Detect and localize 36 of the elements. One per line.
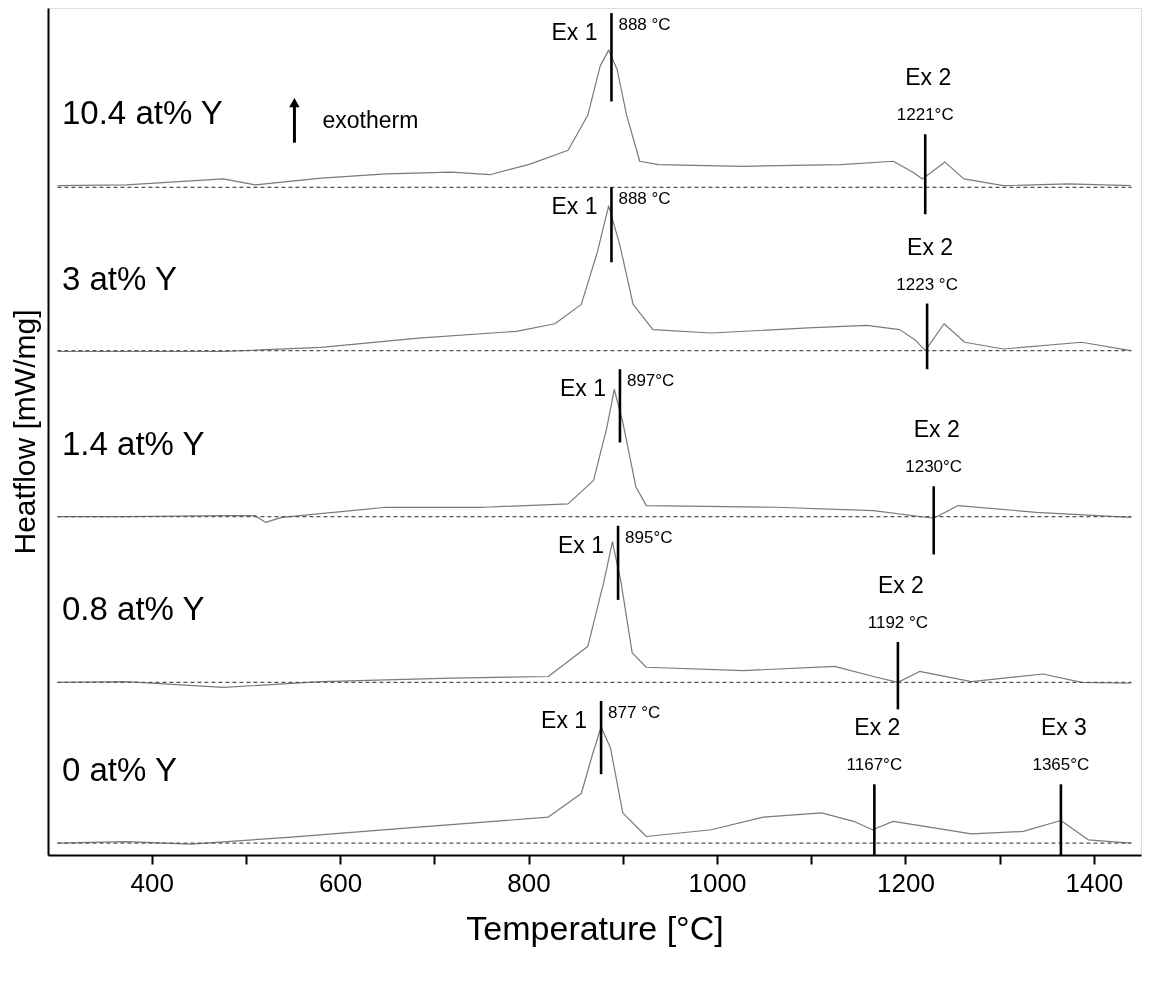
x-tick-label: 600: [318, 867, 363, 898]
annotation: 1192 °C: [867, 612, 929, 632]
annotation: Ex 1: [559, 375, 606, 402]
series-label: 3 at% Y: [62, 259, 177, 297]
series-label: 0.8 at% Y: [62, 590, 205, 628]
annotation: 1167°C: [846, 755, 903, 775]
x-tick-label: 800: [507, 867, 551, 898]
x-tick-label: 400: [130, 867, 174, 898]
annotation: Ex 1: [551, 193, 598, 220]
annotation: 888 °C: [618, 15, 671, 35]
annotation: Ex 1: [558, 531, 605, 558]
annotation: 1223 °C: [896, 274, 958, 294]
annotation: Ex 1: [551, 19, 598, 46]
series-label: 0 at% Y: [62, 751, 177, 789]
annotation: 1221°C: [896, 105, 954, 125]
series-label: 1.4 at% Y: [62, 424, 205, 462]
annotation: 897°C: [626, 371, 675, 391]
x-tick-label: 1200: [877, 867, 935, 898]
series-label: 10.4 at% Y: [62, 93, 223, 131]
x-tick-label: 1400: [1065, 867, 1124, 898]
x-axis-title: Temperature [°C]: [466, 908, 724, 947]
annotation: 888 °C: [618, 189, 671, 209]
annotation: exotherm: [322, 106, 419, 133]
annotation: Ex 2: [905, 64, 952, 91]
annotation: Ex 1: [541, 706, 588, 733]
x-tick-label: 1000: [688, 867, 747, 898]
annotation: 1230°C: [905, 457, 963, 477]
annotation: Ex 2: [913, 416, 960, 443]
annotation: Ex 2: [854, 714, 901, 741]
annotation: 1365°C: [1032, 755, 1090, 775]
annotation: Ex 2: [877, 571, 924, 598]
annotation: 895°C: [625, 527, 673, 547]
annotation: Ex 2: [907, 233, 954, 260]
y-axis-title: Heatflow [mW/mg]: [7, 309, 41, 555]
annotation: 877 °C: [608, 702, 661, 722]
annotation: Ex 3: [1040, 714, 1087, 741]
